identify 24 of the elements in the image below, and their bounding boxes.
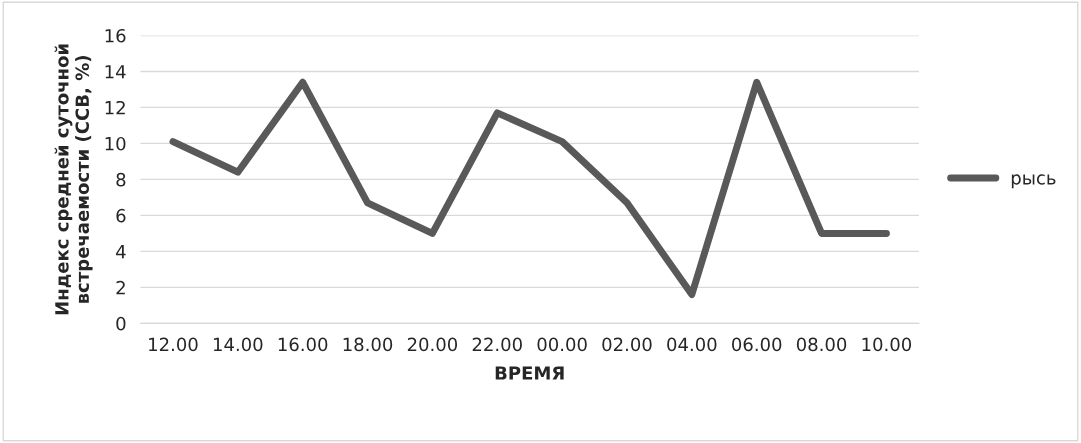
x-tick-label: 04.00 <box>667 337 717 352</box>
x-tick-label: 16.00 <box>278 337 328 352</box>
x-tick-label: 14.00 <box>213 337 263 352</box>
y-tick-label: 0 <box>116 316 126 331</box>
y-tick-label: 10 <box>105 136 126 151</box>
x-tick-label: 12.00 <box>149 337 198 352</box>
x-tick-label: 00.00 <box>537 337 587 352</box>
y-tick-label: 4 <box>116 245 126 259</box>
x-tick-label: 02.00 <box>602 337 652 352</box>
x-tick-label: 10.00 <box>862 337 912 352</box>
x-axis-title: ВРЕМЯ <box>495 366 564 380</box>
x-tick-label: 18.00 <box>343 337 393 352</box>
y-tick-label: 16 <box>105 28 126 43</box>
y-tick-label: 8 <box>116 172 126 187</box>
legend-label: рысь <box>1011 174 1056 189</box>
y-tick-label: 6 <box>116 208 126 223</box>
y-tick-label: 12 <box>105 100 125 115</box>
x-tick-label: 20.00 <box>407 337 458 352</box>
x-tick-label: 06.00 <box>732 337 782 352</box>
y-tick-label: 14 <box>105 65 126 79</box>
x-tick-label: 22.00 <box>472 337 522 352</box>
y-axis-title: Индекс средней суточной встречаемости (ССВ, %) <box>54 44 93 315</box>
x-tick-label: 08.00 <box>796 337 847 352</box>
y-tick-label: 2 <box>116 280 125 295</box>
